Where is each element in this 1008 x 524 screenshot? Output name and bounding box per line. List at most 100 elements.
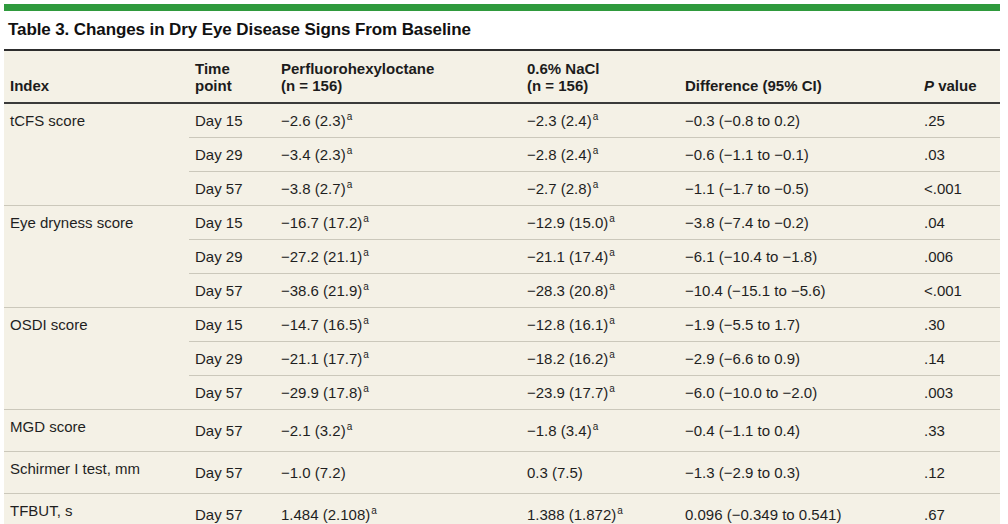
footnote-a-marker: a (363, 349, 369, 360)
cell-drug-value: −21.1 (17.7)a (275, 341, 521, 375)
footnote-a-marker: a (593, 111, 599, 122)
cell-time-point: Day 15 (189, 205, 275, 239)
header-row: Index Timepoint Perfluorohexyloctane(n =… (4, 50, 1000, 103)
footnote-a-marker: a (363, 383, 369, 394)
cell-nacl-value: −23.9 (17.7)a (521, 375, 679, 409)
cell-difference: −2.9 (−6.6 to 0.9) (679, 341, 918, 375)
cell-p-value: <.001 (918, 273, 1000, 307)
cell-time-point: Day 15 (189, 307, 275, 341)
footnote-a-marker: a (347, 111, 353, 122)
footnote-a-marker: a (593, 179, 599, 190)
cell-nacl-value: 0.3 (7.5) (521, 451, 679, 493)
footnote-a-marker: a (609, 247, 615, 258)
table-row: MGD score Day 57 −2.1 (3.2)a −1.8 (3.4)a… (4, 409, 1000, 451)
cell-p-value: .003 (918, 375, 1000, 409)
footnote-a-marker: a (347, 179, 353, 190)
cell-p-value: .33 (918, 409, 1000, 451)
table-title: Table 3. Changes in Dry Eye Disease Sign… (4, 11, 1000, 49)
footnote-a-marker: a (363, 315, 369, 326)
cell-difference: −0.4 (−1.1 to 0.4) (679, 409, 918, 451)
cell-drug-value: −2.6 (2.3)a (275, 103, 521, 138)
cell-difference: −0.3 (−0.8 to 0.2) (679, 103, 918, 138)
footnote-a-marker: a (609, 349, 615, 360)
footnote-a-marker: a (347, 421, 353, 432)
col-header-index-label: Index (10, 77, 49, 94)
footnote-a-marker: a (609, 213, 615, 224)
cell-difference: −10.4 (−15.1 to −5.6) (679, 273, 918, 307)
cell-time-point: Day 57 (189, 171, 275, 205)
cell-p-value: .04 (918, 205, 1000, 239)
cell-index: tCFS score (4, 103, 189, 206)
cell-time-point: Day 29 (189, 239, 275, 273)
cell-time-point: Day 15 (189, 103, 275, 138)
table3-dry-eye-signs: Index Timepoint Perfluorohexyloctane(n =… (4, 49, 1000, 524)
cell-nacl-value: −12.9 (15.0)a (521, 205, 679, 239)
table-row: TFBUT, s Day 57 1.484 (2.108)a 1.388 (1.… (4, 493, 1000, 524)
cell-p-value: .12 (918, 451, 1000, 493)
cell-p-value: .30 (918, 307, 1000, 341)
table-figure: Table 3. Changes in Dry Eye Disease Sign… (4, 4, 1000, 524)
cell-drug-value: −38.6 (21.9)a (275, 273, 521, 307)
cell-difference: −1.3 (−2.9 to 0.3) (679, 451, 918, 493)
cell-drug-value: −27.2 (21.1)a (275, 239, 521, 273)
table-row: OSDI score Day 15 −14.7 (16.5)a −12.8 (1… (4, 307, 1000, 341)
footnote-a-marker: a (609, 281, 615, 292)
cell-drug-value: −3.4 (2.3)a (275, 137, 521, 171)
cell-time-point: Day 57 (189, 409, 275, 451)
cell-p-value: .03 (918, 137, 1000, 171)
footnote-a-marker: a (609, 315, 615, 326)
cell-drug-value: −16.7 (17.2)a (275, 205, 521, 239)
cell-p-value: .006 (918, 239, 1000, 273)
cell-difference: −6.1 (−10.4 to −1.8) (679, 239, 918, 273)
cell-time-point: Day 29 (189, 137, 275, 171)
table-row: tCFS score Day 15 −2.6 (2.3)a −2.3 (2.4)… (4, 103, 1000, 138)
cell-drug-value: −2.1 (3.2)a (275, 409, 521, 451)
footnote-a-marker: a (617, 505, 623, 516)
cell-p-value: <.001 (918, 171, 1000, 205)
cell-time-point: Day 57 (189, 451, 275, 493)
footnote-a-marker: a (593, 421, 599, 432)
cell-drug-value: −14.7 (16.5)a (275, 307, 521, 341)
table-row: Schirmer I test, mm Day 57 −1.0 (7.2) 0.… (4, 451, 1000, 493)
cell-difference: 0.096 (−0.349 to 0.541) (679, 493, 918, 524)
accent-bar (4, 4, 1000, 11)
footnote-a-marker: a (609, 383, 615, 394)
cell-difference: −1.1 (−1.7 to −0.5) (679, 171, 918, 205)
cell-time-point: Day 57 (189, 493, 275, 524)
cell-difference: −3.8 (−7.4 to −0.2) (679, 205, 918, 239)
footnote-a-marker: a (347, 145, 353, 156)
cell-nacl-value: −2.3 (2.4)a (521, 103, 679, 138)
cell-drug-value: −3.8 (2.7)a (275, 171, 521, 205)
footnote-a-marker: a (593, 145, 599, 156)
col-header-p-value: P value (918, 50, 1000, 103)
cell-difference: −0.6 (−1.1 to −0.1) (679, 137, 918, 171)
cell-index: TFBUT, s (4, 493, 189, 524)
cell-drug-value: −1.0 (7.2) (275, 451, 521, 493)
cell-p-value: .25 (918, 103, 1000, 138)
cell-time-point: Day 57 (189, 375, 275, 409)
cell-time-point: Day 29 (189, 341, 275, 375)
cell-index: MGD score (4, 409, 189, 451)
col-header-nacl: 0.6% NaCl(n = 156) (521, 50, 679, 103)
cell-nacl-value: −21.1 (17.4)a (521, 239, 679, 273)
col-header-index: Index (4, 50, 189, 103)
col-header-difference: Difference (95% CI) (679, 50, 918, 103)
cell-drug-value: −29.9 (17.8)a (275, 375, 521, 409)
cell-time-point: Day 57 (189, 273, 275, 307)
cell-index: Schirmer I test, mm (4, 451, 189, 493)
cell-nacl-value: −2.7 (2.8)a (521, 171, 679, 205)
cell-difference: −6.0 (−10.0 to −2.0) (679, 375, 918, 409)
cell-difference: −1.9 (−5.5 to 1.7) (679, 307, 918, 341)
cell-nacl-value: −12.8 (16.1)a (521, 307, 679, 341)
col-header-time-point: Timepoint (189, 50, 275, 103)
table-row: Eye dryness score Day 15 −16.7 (17.2)a −… (4, 205, 1000, 239)
footnote-a-marker: a (363, 213, 369, 224)
col-header-perfluorohexyloctane: Perfluorohexyloctane(n = 156) (275, 50, 521, 103)
cell-nacl-value: −18.2 (16.2)a (521, 341, 679, 375)
cell-nacl-value: −1.8 (3.4)a (521, 409, 679, 451)
cell-drug-value: 1.484 (2.108)a (275, 493, 521, 524)
cell-nacl-value: −2.8 (2.4)a (521, 137, 679, 171)
footnote-a-marker: a (363, 281, 369, 292)
footnote-a-marker: a (363, 247, 369, 258)
cell-index: Eye dryness score (4, 205, 189, 307)
